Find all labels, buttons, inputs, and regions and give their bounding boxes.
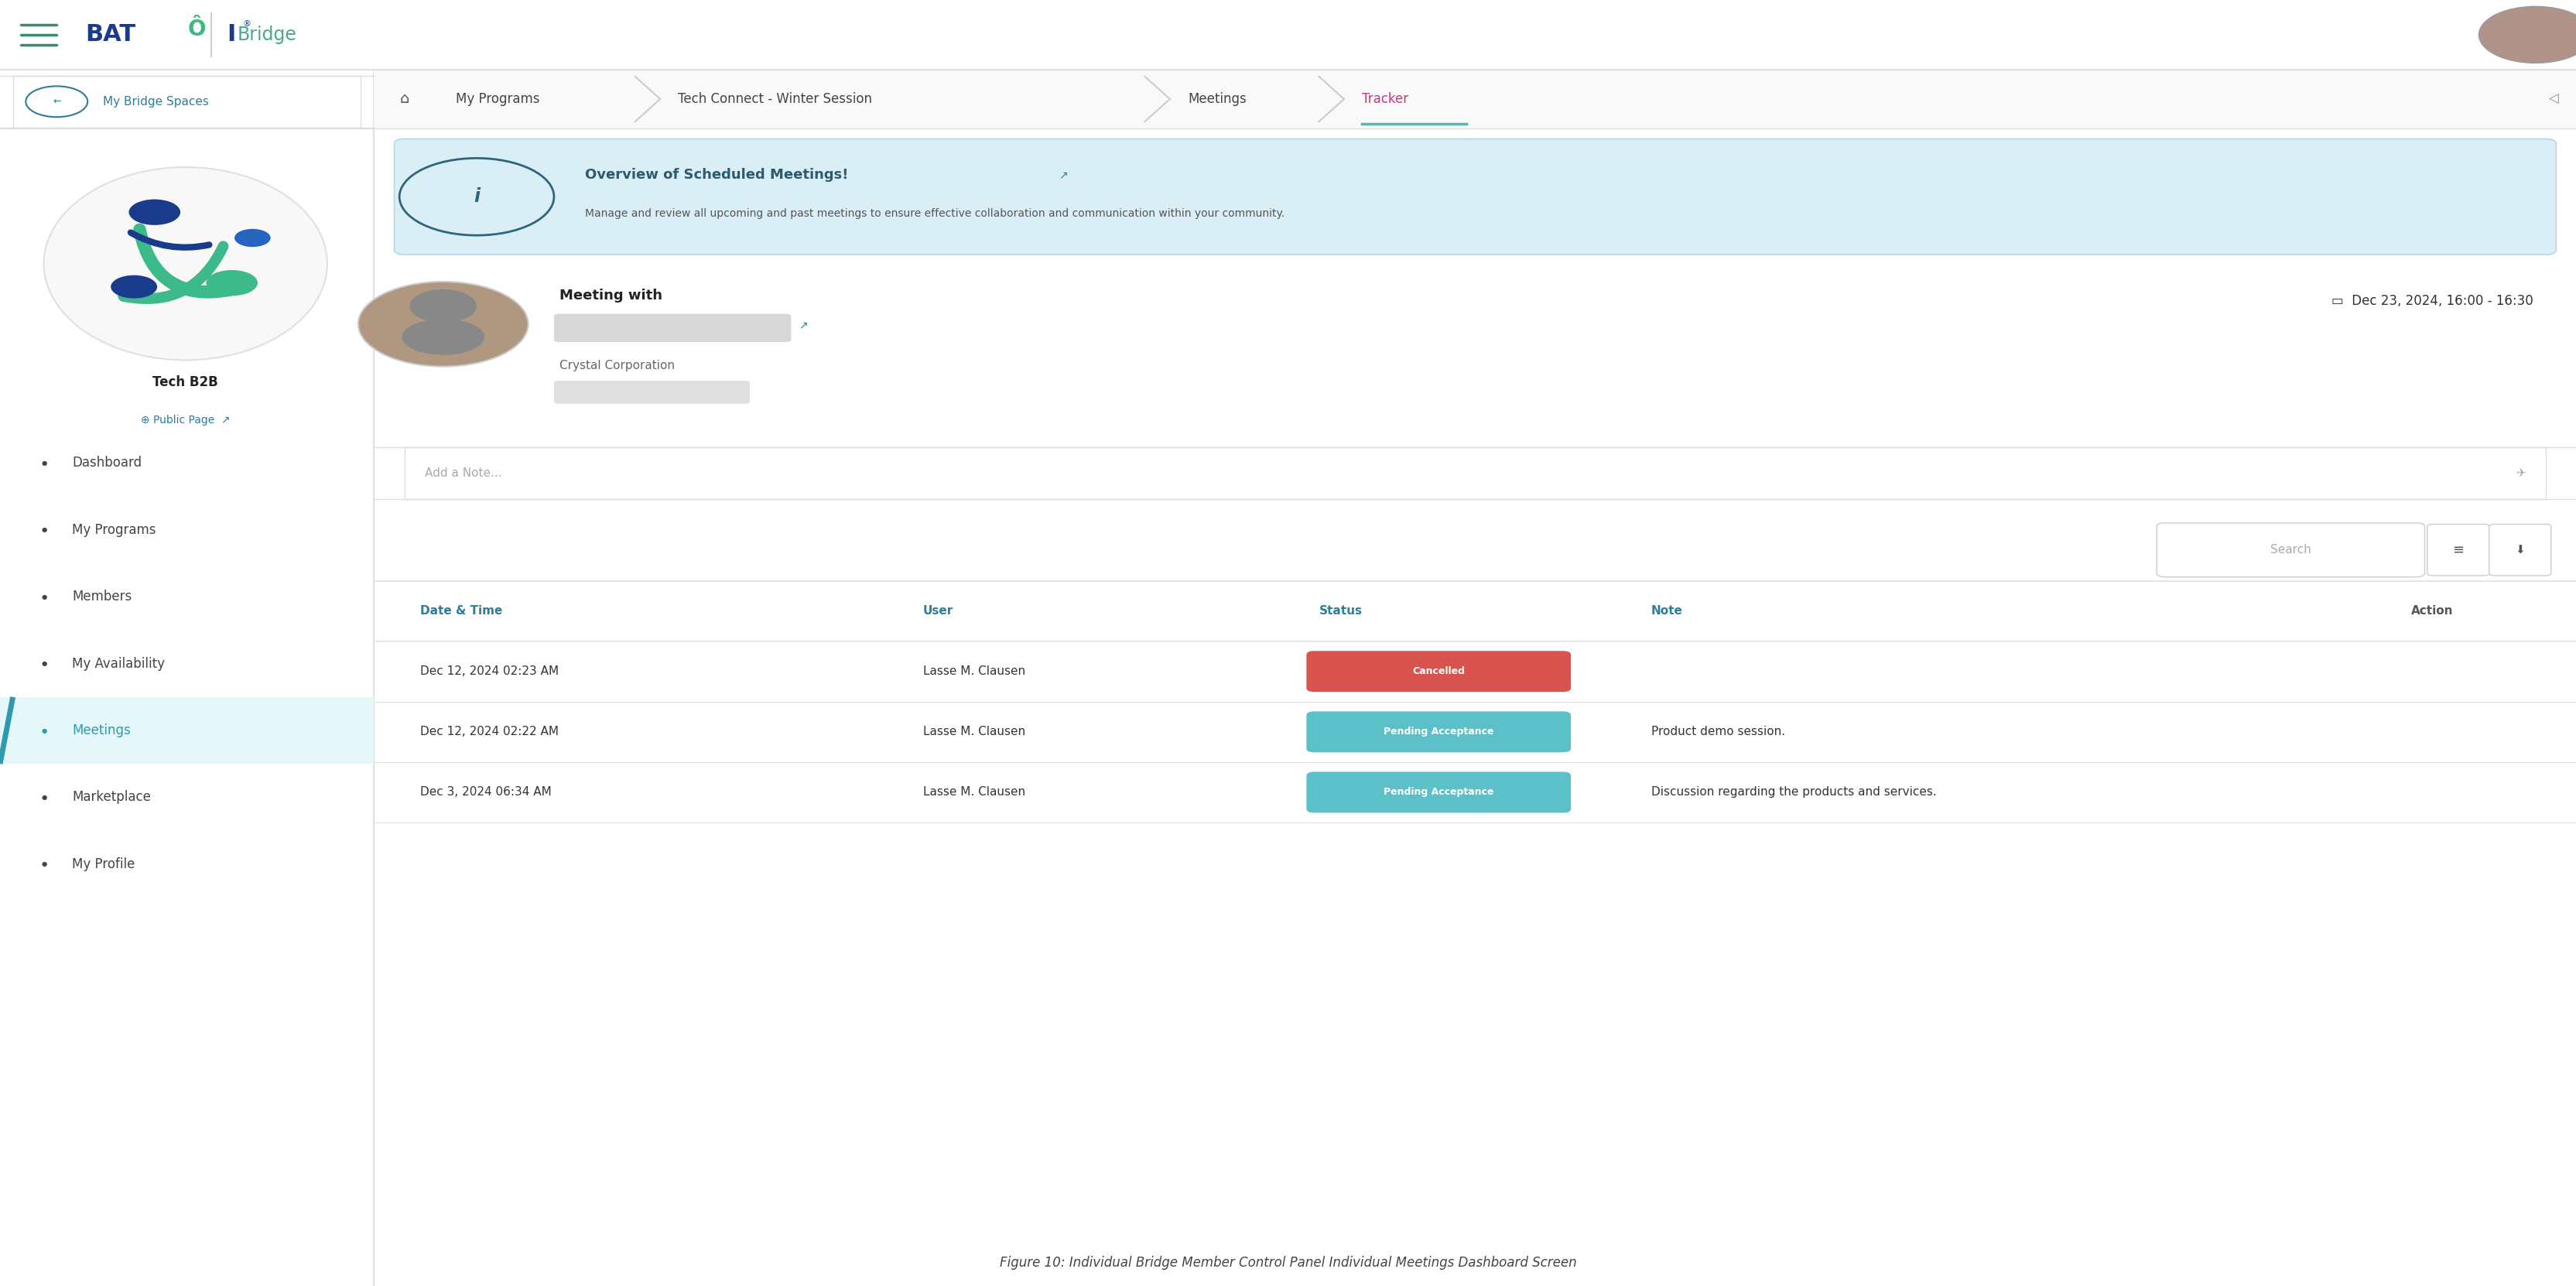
Text: My Availability: My Availability — [72, 657, 165, 670]
Text: My Bridge Spaces: My Bridge Spaces — [103, 95, 209, 108]
Text: ←: ← — [52, 96, 62, 107]
FancyArrowPatch shape — [139, 230, 229, 292]
Text: Lasse M. Clausen: Lasse M. Clausen — [922, 787, 1025, 799]
FancyBboxPatch shape — [1306, 772, 1571, 813]
Text: Dec 12, 2024 02:22 AM: Dec 12, 2024 02:22 AM — [420, 727, 559, 738]
FancyBboxPatch shape — [554, 381, 750, 404]
Text: My Programs: My Programs — [72, 523, 157, 536]
Text: i: i — [474, 188, 479, 206]
Text: Date & Time: Date & Time — [420, 606, 502, 617]
Text: Meetings: Meetings — [1188, 93, 1247, 105]
Text: Discussion regarding the products and services.: Discussion regarding the products and se… — [1651, 787, 1937, 799]
Circle shape — [206, 270, 258, 296]
Text: Pending Acceptance: Pending Acceptance — [1383, 787, 1494, 797]
Text: ⊕ Public Page  ↗: ⊕ Public Page ↗ — [142, 415, 229, 426]
FancyBboxPatch shape — [0, 0, 2576, 69]
Text: ⬇: ⬇ — [2514, 544, 2524, 556]
FancyBboxPatch shape — [2488, 525, 2550, 576]
Text: ⌂: ⌂ — [399, 91, 410, 107]
Text: User: User — [922, 606, 953, 617]
Text: Overview of Scheduled Meetings!: Overview of Scheduled Meetings! — [585, 168, 848, 181]
Circle shape — [234, 229, 270, 247]
FancyBboxPatch shape — [1306, 651, 1571, 692]
Text: Lasse M. Clausen: Lasse M. Clausen — [922, 727, 1025, 738]
Text: I: I — [227, 23, 234, 46]
Text: Meetings: Meetings — [72, 724, 131, 737]
Text: ●: ● — [41, 793, 46, 801]
Text: Product demo session.: Product demo session. — [1651, 727, 1785, 738]
Text: Lasse M. Clausen: Lasse M. Clausen — [922, 666, 1025, 678]
FancyBboxPatch shape — [404, 448, 2545, 499]
Text: Note: Note — [1651, 606, 1682, 617]
Text: Members: Members — [72, 590, 131, 603]
Circle shape — [358, 282, 528, 367]
Ellipse shape — [44, 167, 327, 360]
Text: ◁: ◁ — [2548, 93, 2558, 105]
Text: ●: ● — [41, 459, 46, 467]
Text: Tech B2B: Tech B2B — [152, 376, 219, 388]
Circle shape — [410, 289, 477, 323]
FancyBboxPatch shape — [404, 581, 2545, 642]
Text: Pending Acceptance: Pending Acceptance — [1383, 727, 1494, 737]
Text: Dec 3, 2024 06:34 AM: Dec 3, 2024 06:34 AM — [420, 787, 551, 799]
FancyBboxPatch shape — [404, 642, 2545, 702]
FancyArrowPatch shape — [131, 233, 209, 247]
Text: ●: ● — [41, 660, 46, 667]
FancyBboxPatch shape — [0, 69, 374, 1286]
Text: Dashboard: Dashboard — [72, 457, 142, 469]
Text: Figure 10: Individual Bridge Member Control Panel Individual Meetings Dashboard : Figure 10: Individual Bridge Member Cont… — [999, 1256, 1577, 1269]
FancyBboxPatch shape — [2156, 523, 2424, 577]
Text: ●: ● — [41, 860, 46, 868]
FancyBboxPatch shape — [0, 697, 374, 764]
Text: Action: Action — [2411, 606, 2452, 617]
Ellipse shape — [402, 319, 484, 355]
Text: Search: Search — [2269, 544, 2311, 556]
Text: ≡: ≡ — [2452, 543, 2463, 557]
Text: Status: Status — [1319, 606, 1363, 617]
FancyBboxPatch shape — [404, 763, 2545, 823]
FancyBboxPatch shape — [2427, 525, 2488, 576]
FancyBboxPatch shape — [404, 702, 2545, 763]
Text: ®: ® — [242, 21, 250, 28]
Text: ●: ● — [41, 727, 46, 734]
Text: Crystal Corporation: Crystal Corporation — [559, 359, 675, 372]
FancyArrowPatch shape — [124, 247, 224, 298]
Text: Meeting with: Meeting with — [559, 289, 662, 302]
Text: ▭  Dec 23, 2024, 16:00 - 16:30: ▭ Dec 23, 2024, 16:00 - 16:30 — [2331, 294, 2532, 307]
Circle shape — [129, 199, 180, 225]
Text: Dec 12, 2024 02:23 AM: Dec 12, 2024 02:23 AM — [420, 666, 559, 678]
FancyBboxPatch shape — [394, 139, 2555, 255]
FancyBboxPatch shape — [13, 76, 361, 127]
Text: Cancelled: Cancelled — [1412, 666, 1466, 676]
Text: Manage and review all upcoming and past meetings to ensure effective collaborati: Manage and review all upcoming and past … — [585, 208, 1285, 219]
Text: My Programs: My Programs — [456, 93, 541, 105]
Text: ●: ● — [41, 593, 46, 601]
Text: Bridge: Bridge — [237, 26, 296, 44]
Text: My Profile: My Profile — [72, 858, 134, 871]
Text: BAT: BAT — [85, 23, 137, 46]
FancyBboxPatch shape — [1306, 711, 1571, 752]
Text: Tech Connect - Winter Session: Tech Connect - Winter Session — [677, 93, 873, 105]
Text: Add a Note...: Add a Note... — [425, 467, 502, 480]
Text: Tracker: Tracker — [1363, 93, 1409, 105]
Text: Ô: Ô — [188, 19, 206, 40]
Circle shape — [2478, 6, 2576, 63]
Text: Marketplace: Marketplace — [72, 791, 152, 804]
Text: ✈: ✈ — [2514, 467, 2524, 480]
Circle shape — [111, 275, 157, 298]
Text: ↗: ↗ — [1059, 170, 1066, 180]
Text: ●: ● — [41, 526, 46, 534]
Text: ↗: ↗ — [799, 320, 806, 331]
FancyBboxPatch shape — [374, 69, 2576, 129]
FancyBboxPatch shape — [554, 314, 791, 342]
